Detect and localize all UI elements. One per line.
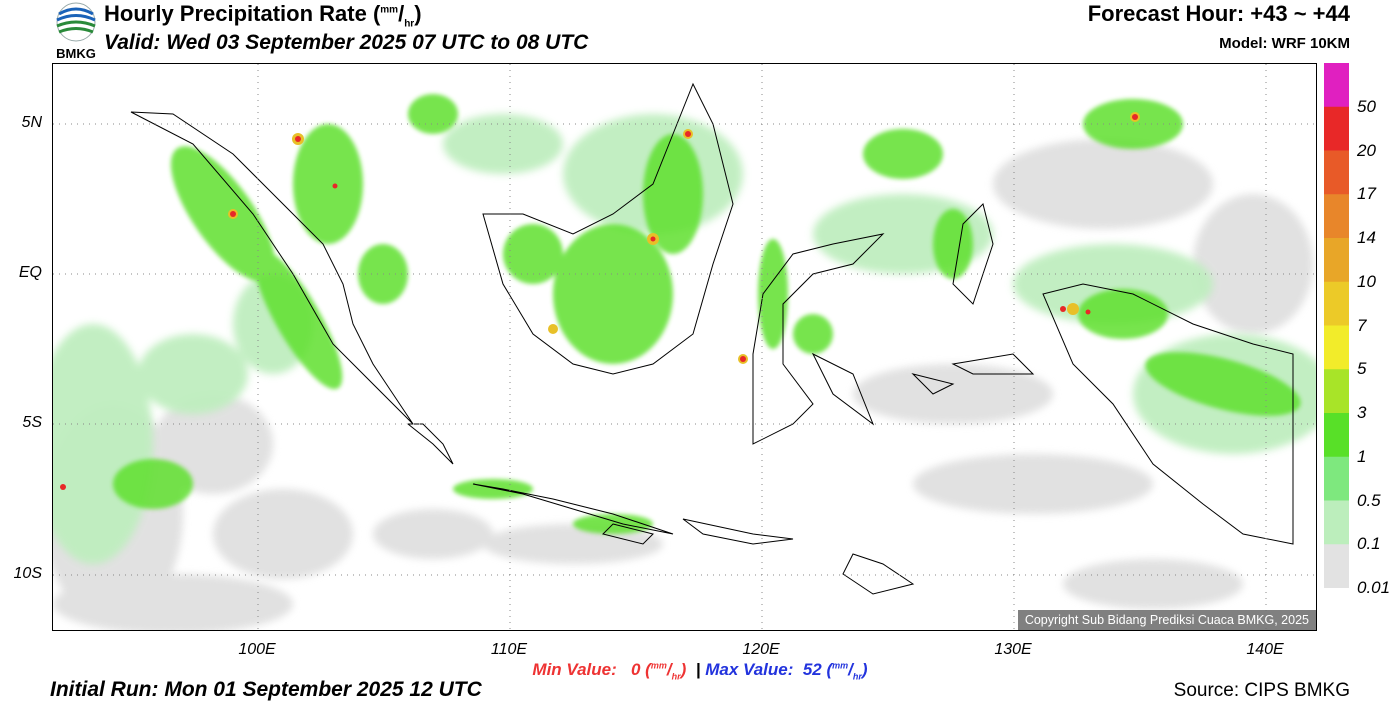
moderate-rain-field xyxy=(113,94,1301,534)
map-canvas xyxy=(53,64,1316,630)
model-name: Model: WRF 10KM xyxy=(1219,35,1350,52)
colorbar-swatch xyxy=(1324,325,1349,370)
lon-label-130e: 130E xyxy=(994,641,1032,658)
colorbar-swatch xyxy=(1324,281,1349,326)
colorbar-label: 10 xyxy=(1357,271,1376,291)
colorbar-label: 0.5 xyxy=(1357,490,1381,510)
colorbar-label: 7 xyxy=(1357,315,1367,335)
colorbar xyxy=(1324,63,1349,589)
colorbar-swatch xyxy=(1324,150,1349,195)
precipitation-map: Copyright Sub Bidang Prediksi Cuaca BMKG… xyxy=(52,63,1317,631)
colorbar-label: 17 xyxy=(1357,184,1376,204)
forecast-hour: Forecast Hour: +43 ~ +44 xyxy=(1087,1,1350,26)
colorbar-swatch xyxy=(1324,544,1349,589)
initial-run: Initial Run: Mon 01 September 2025 12 UT… xyxy=(50,678,482,701)
copyright-notice: Copyright Sub Bidang Prediksi Cuaca BMKG… xyxy=(1017,610,1316,630)
colorbar-label: 0.01 xyxy=(1357,578,1391,597)
max-value: Max Value: 52 (mm/hr) xyxy=(705,660,868,682)
lon-label-110e: 110E xyxy=(490,641,528,658)
lon-label-140e: 140E xyxy=(1246,641,1284,658)
colorbar-label: 5 xyxy=(1357,359,1367,379)
colorbar-swatch xyxy=(1324,63,1349,108)
colorbar-label: 14 xyxy=(1357,228,1376,247)
colorbar-label: 0.1 xyxy=(1357,534,1381,554)
min-max-summary: Min Value: 0 (mm/hr) | Max Value: 52 (mm… xyxy=(532,660,868,682)
colorbar-swatch xyxy=(1324,456,1349,501)
colorbar-label: 50 xyxy=(1357,96,1376,116)
lon-label-120e: 120E xyxy=(742,641,780,658)
lat-label-eq: EQ xyxy=(18,264,42,281)
colorbar-swatches xyxy=(1324,63,1349,589)
colorbar-label: 3 xyxy=(1357,403,1367,422)
colorbar-swatch xyxy=(1324,369,1349,414)
colorbar-swatch xyxy=(1324,106,1349,151)
bmkg-logo: BMKG xyxy=(56,2,96,60)
colorbar-label: 1 xyxy=(1357,446,1367,466)
intense-rain-cells xyxy=(60,114,1138,490)
colorbar-swatch xyxy=(1324,238,1349,283)
lat-label-5s: 5S xyxy=(22,414,42,431)
lat-label-5n: 5N xyxy=(21,114,42,131)
graticule xyxy=(53,64,1316,630)
chart-title: Hourly Precipitation Rate (mm/hr) xyxy=(104,1,422,30)
colorbar-swatch xyxy=(1324,500,1349,545)
svg-text:BMKG: BMKG xyxy=(56,46,96,60)
min-value: Min Value: 0 (mm/hr) xyxy=(532,660,687,682)
colorbar-swatch xyxy=(1324,413,1349,458)
colorbar-label: 20 xyxy=(1357,140,1376,160)
source: Source: CIPS BMKG xyxy=(1173,680,1350,701)
drizzle-field xyxy=(53,139,1313,630)
colorbar-swatch xyxy=(1324,194,1349,239)
lat-label-10s: 10S xyxy=(13,565,42,582)
valid-time: Valid: Wed 03 September 2025 07 UTC to 0… xyxy=(104,31,589,54)
lon-label-100e: 100E xyxy=(238,641,276,658)
